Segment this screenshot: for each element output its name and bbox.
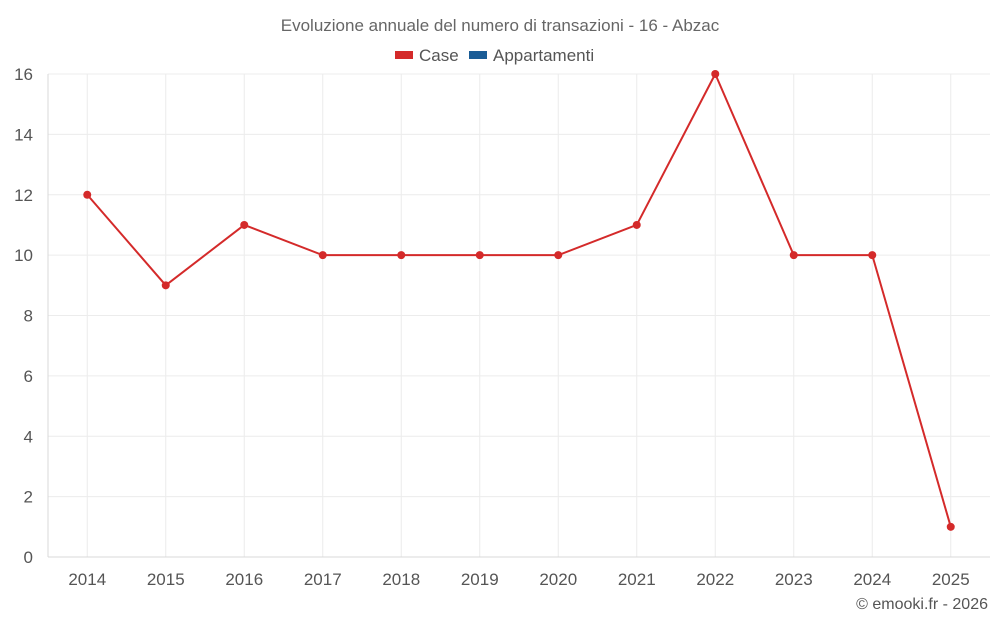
x-tick-label: 2020 [539,570,577,589]
x-tick-label: 2025 [932,570,970,589]
series-case [83,70,955,531]
data-point[interactable] [475,251,484,260]
x-tick-label: 2018 [382,570,420,589]
x-tick-label: 2023 [775,570,813,589]
legend-swatch-case [395,51,413,59]
data-point[interactable] [789,251,798,260]
data-point[interactable] [946,522,955,531]
data-point[interactable] [83,190,92,199]
data-point[interactable] [240,220,249,229]
legend-item-appartamenti[interactable]: Appartamenti [469,46,594,65]
legend-label-appartamenti: Appartamenti [493,46,594,65]
x-tick-label: 2022 [696,570,734,589]
data-point[interactable] [632,220,641,229]
y-tick-label: 4 [24,427,33,446]
x-tick-label: 2015 [147,570,185,589]
y-axis: 0 2 4 6 8 10 12 14 16 [14,65,33,567]
data-point[interactable] [554,251,563,260]
y-tick-label: 0 [24,548,33,567]
legend: Case Appartamenti [395,46,594,65]
y-tick-label: 12 [14,186,33,205]
x-axis: 2014 2015 2016 2017 2018 2019 2020 2021 2022 2023… [68,570,969,589]
series-layer [83,70,955,531]
x-tick-label: 2019 [461,570,499,589]
data-point[interactable] [711,70,720,78]
legend-item-case[interactable]: Case [395,46,459,65]
legend-swatch-appartamenti [469,51,487,59]
legend-label-case: Case [419,46,459,65]
credit-text: © emooki.fr - 2026 [856,596,988,613]
y-tick-label: 8 [24,307,33,326]
data-point[interactable] [161,281,170,290]
axes [47,74,990,558]
chart-title: Evoluzione annuale del numero di transaz… [281,16,720,35]
x-tick-label: 2016 [225,570,263,589]
x-tick-label: 2024 [853,570,891,589]
y-tick-label: 14 [14,125,33,144]
y-tick-label: 10 [14,246,33,265]
y-tick-label: 2 [24,488,33,507]
x-tick-label: 2017 [304,570,342,589]
data-point[interactable] [868,251,877,260]
data-point[interactable] [397,251,406,260]
y-tick-label: 16 [14,65,33,84]
data-point[interactable] [318,251,327,260]
y-tick-label: 6 [24,367,33,386]
series-line-case [86,73,952,528]
x-tick-label: 2021 [618,570,656,589]
grid [48,73,990,557]
x-tick-label: 2014 [68,570,106,589]
